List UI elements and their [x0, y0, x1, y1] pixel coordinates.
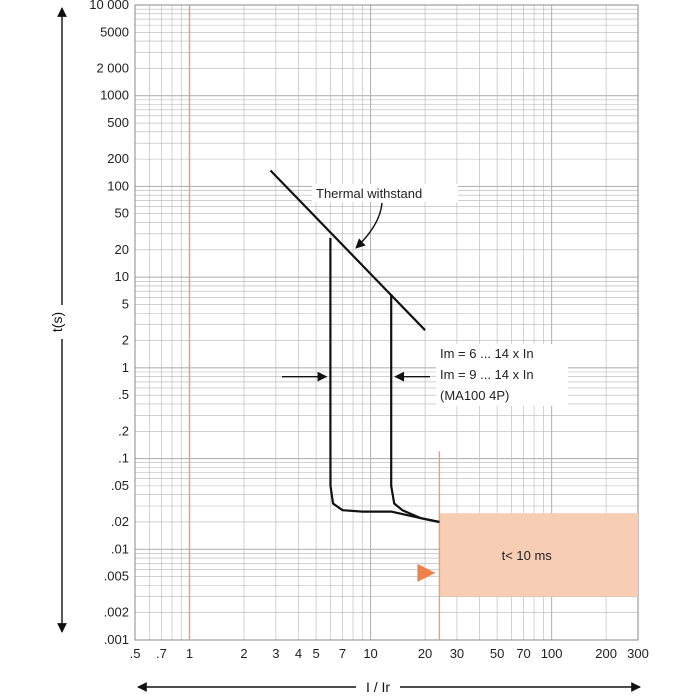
x-tick-label: 20 [418, 646, 432, 661]
y-tick-label: .001 [104, 632, 129, 647]
im-range-label-1: Im = 6 ... 14 x In [440, 346, 534, 361]
y-tick-label: 1000 [100, 88, 129, 103]
annotations: Thermal withstand Im = 6 ... 14 x In Im = … [282, 184, 568, 406]
x-tick-label: 300 [627, 646, 649, 661]
x-tick-label: .7 [156, 646, 167, 661]
shaded-region [439, 513, 638, 597]
x-tick-label: 1 [186, 646, 193, 661]
thermal-withstand-line [269, 169, 426, 331]
tripping-curve-1 [329, 238, 440, 524]
x-tick-label: 10 [363, 646, 377, 661]
x-axis-title: I / Ir [366, 679, 390, 695]
y-tick-label: 200 [107, 151, 129, 166]
x-tick-label: 5 [312, 646, 319, 661]
y-tick-label: .005 [104, 569, 129, 584]
shaded-region-layer: t< 10 ms [188, 5, 638, 640]
x-tick-label: 50 [490, 646, 504, 661]
thermal-label-bg [312, 184, 458, 202]
y-tick-label: 20 [115, 242, 129, 257]
y-tick-label: 5000 [100, 24, 129, 39]
x-tick-label: 200 [595, 646, 617, 661]
im-label-bg [436, 344, 568, 406]
y-tick-label: 2 [122, 333, 129, 348]
y-tick-label: 1 [122, 360, 129, 375]
y-tick-label: .05 [111, 478, 129, 493]
shaded-region-label: t< 10 ms [502, 548, 553, 563]
thermal-pointer-arrow [355, 202, 383, 249]
y-tick-label: .01 [111, 541, 129, 556]
marker-triangle [417, 563, 436, 582]
x-tick-label: 2 [240, 646, 247, 661]
y-tick-label: .2 [118, 423, 129, 438]
y-axis-title: t(s) [49, 312, 65, 332]
y-tick-label: .1 [118, 451, 129, 466]
tripping-curve-2 [390, 294, 440, 524]
y-tick-label: 10 [115, 269, 129, 284]
x-tick-label: .5 [130, 646, 141, 661]
plot-frame [134, 4, 639, 641]
y-tick-label: 10 000 [89, 0, 129, 12]
x-tick-label: 30 [450, 646, 464, 661]
x-tick-label: 3 [272, 646, 279, 661]
curves [269, 169, 440, 524]
y-axis-title-bg [50, 305, 74, 339]
x-tick-label: 70 [516, 646, 530, 661]
y-tick-label: 500 [107, 115, 129, 130]
y-tick-label: .02 [111, 514, 129, 529]
thermal-withstand-label: Thermal withstand [316, 186, 422, 201]
x-tick-label: 100 [541, 646, 563, 661]
x-tick-label: 7 [339, 646, 346, 661]
im-model-label: (MA100 4P) [440, 388, 509, 403]
y-tick-label: 100 [107, 178, 129, 193]
im-range-label-2: Im = 9 ... 14 x In [440, 367, 534, 382]
x-tick-label: 4 [295, 646, 302, 661]
y-tick-label: 2 000 [96, 60, 129, 75]
y-tick-label: .5 [118, 387, 129, 402]
y-tick-label: 50 [115, 206, 129, 221]
y-tick-label: .002 [104, 605, 129, 620]
y-tick-label: 5 [122, 296, 129, 311]
x-axis-title-bg [356, 678, 400, 696]
